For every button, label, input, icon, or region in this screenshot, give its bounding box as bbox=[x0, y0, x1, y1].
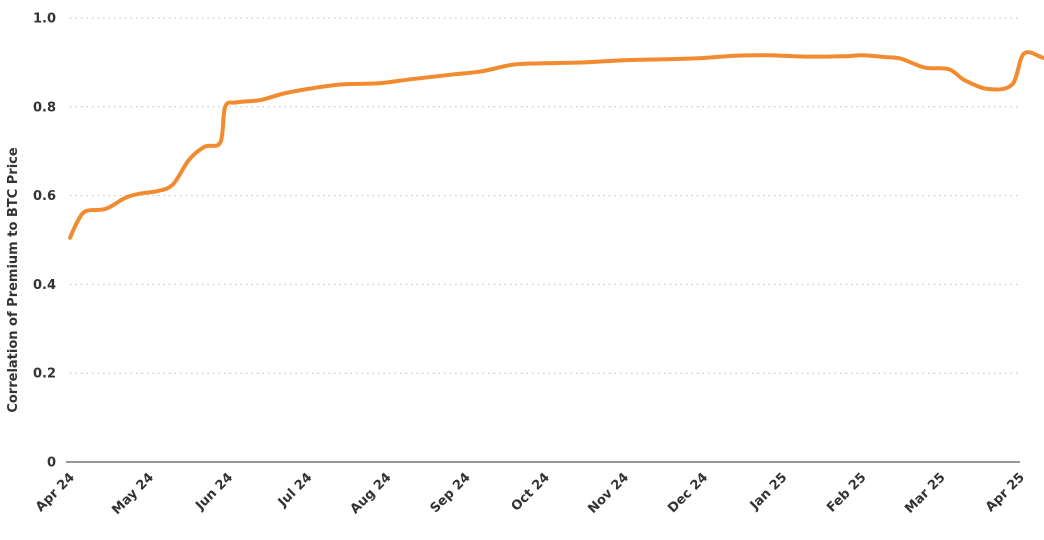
x-tick-label: Apr 24 bbox=[33, 470, 78, 515]
x-tick-label: May 24 bbox=[109, 470, 157, 518]
gridlines bbox=[70, 17, 1020, 374]
x-tick-label: Dec 24 bbox=[665, 470, 711, 516]
series-line bbox=[68, 50, 1044, 240]
x-tick-label: Oct 24 bbox=[509, 470, 553, 514]
y-tick-label: 1.0 bbox=[33, 12, 56, 27]
y-tick-label: 0.4 bbox=[33, 278, 56, 293]
y-tick-label: 0.6 bbox=[33, 189, 56, 204]
x-tick-label: Feb 25 bbox=[824, 470, 869, 515]
y-tick-label: 0.8 bbox=[33, 100, 56, 115]
x-tick-label: Apr 25 bbox=[983, 470, 1028, 515]
y-axis-label: Correlation of Premium to BTC Price bbox=[6, 147, 21, 413]
x-axis-ticks: Apr 24 May 24 Jun 24 Jul 24 Aug 24 Sep 24 Oct … bbox=[33, 470, 1028, 518]
x-tick-label: Nov 24 bbox=[585, 470, 632, 517]
series bbox=[68, 50, 1044, 240]
x-tick-label: Sep 24 bbox=[428, 470, 474, 516]
x-tick-label: Jul 24 bbox=[275, 470, 315, 510]
x-tick-label: Jun 24 bbox=[192, 470, 236, 514]
x-tick-label: Aug 24 bbox=[348, 470, 395, 517]
x-tick-label: Jan 25 bbox=[747, 470, 790, 513]
x-tick-label: Mar 25 bbox=[902, 470, 948, 516]
y-axis-ticks: 0 0.2 0.4 0.6 0.8 1.0 bbox=[33, 12, 56, 471]
y-tick-label: 0 bbox=[47, 456, 56, 471]
y-tick-label: 0.2 bbox=[33, 367, 56, 382]
